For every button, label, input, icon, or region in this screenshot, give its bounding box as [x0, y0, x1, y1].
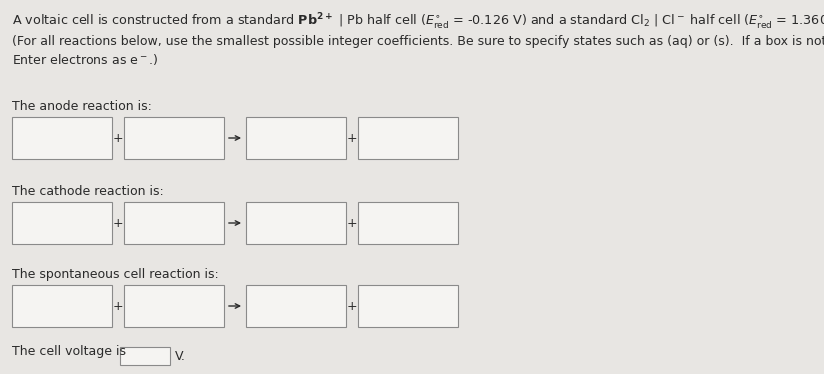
Text: V.: V.	[175, 349, 186, 362]
Text: +: +	[347, 300, 358, 313]
Text: A voltaic cell is constructed from a standard $\mathbf{Pb^{2+}}$ | Pb half cell : A voltaic cell is constructed from a sta…	[12, 12, 824, 32]
Text: The cathode reaction is:: The cathode reaction is:	[12, 185, 164, 198]
Bar	[12, 117, 112, 159]
Bar	[12, 285, 112, 327]
Bar	[120, 347, 170, 365]
Text: The spontaneous cell reaction is:: The spontaneous cell reaction is:	[12, 268, 218, 281]
Text: Enter electrons as e$^-$.): Enter electrons as e$^-$.)	[12, 52, 158, 67]
Text: +: +	[347, 132, 358, 144]
Bar	[12, 202, 112, 244]
Text: +: +	[113, 300, 124, 313]
Text: +: +	[113, 132, 124, 144]
Bar	[358, 285, 458, 327]
Bar	[358, 117, 458, 159]
Bar	[246, 117, 346, 159]
Bar	[246, 285, 346, 327]
Text: The anode reaction is:: The anode reaction is:	[12, 100, 152, 113]
Bar	[124, 202, 224, 244]
Text: (For all reactions below, use the smallest possible integer coefficients. Be sur: (For all reactions below, use the smalle…	[12, 35, 824, 48]
Bar	[124, 285, 224, 327]
Text: +: +	[113, 217, 124, 230]
Text: +: +	[347, 217, 358, 230]
Text: The cell voltage is: The cell voltage is	[12, 345, 126, 358]
Bar	[124, 117, 224, 159]
Bar	[246, 202, 346, 244]
Bar	[358, 202, 458, 244]
